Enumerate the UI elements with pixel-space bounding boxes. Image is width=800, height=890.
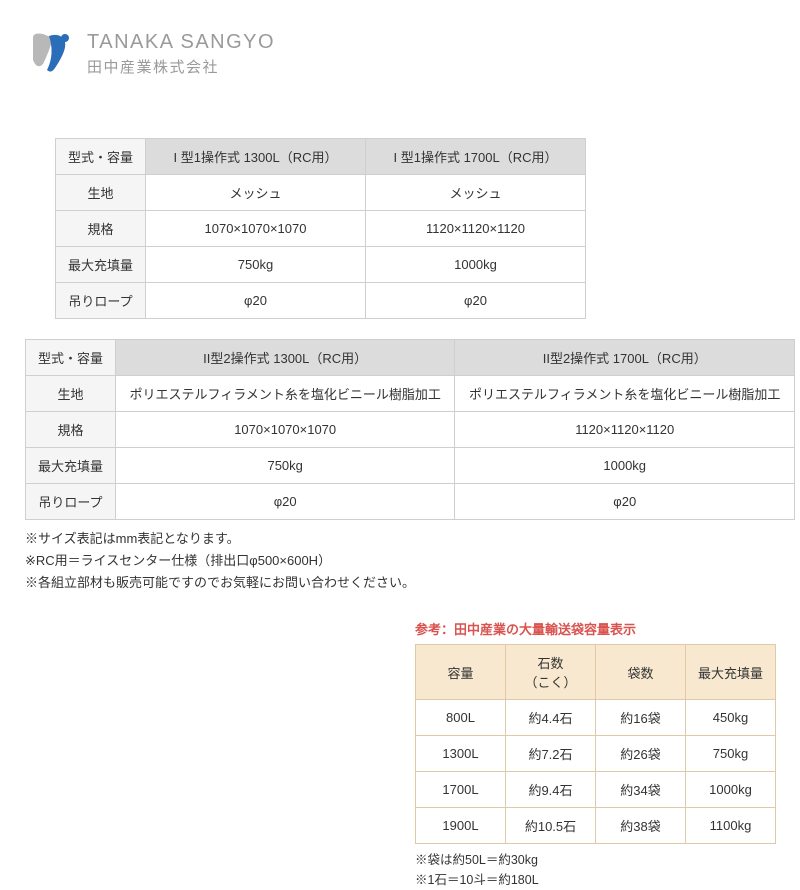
note-3: ※各組立部材も販売可能ですのでお気軽にお問い合わせください。 [25,572,785,594]
r-h0: 容量 [416,645,506,700]
company-name-en: TANAKA SANGYO [87,31,275,54]
logo-icon [25,30,75,78]
spec-table-1: 型式・容量 I 型1操作式 1300L（RC用） I 型1操作式 1700L（R… [55,138,586,319]
table-row: 吊りロープ φ20 φ20 [56,283,586,319]
t2-h0: 型式・容量 [26,340,116,376]
table-row: 1900L 約10.5石 約38袋 1100kg [416,808,776,844]
t1-h2: I 型1操作式 1700L（RC用） [366,139,586,175]
table-row: 吊りロープ φ20 φ20 [26,484,795,520]
notes-block: ※サイズ表記はmm表記となります。 ※RC用＝ライスセンター仕様（排出口φ500… [25,528,785,594]
table-row: 800L 約4.4石 約16袋 450kg [416,700,776,736]
table-row: 最大充填量 750kg 1000kg [56,247,586,283]
table-row: 1700L 約9.4石 約34袋 1000kg [416,772,776,808]
t1-h1: I 型1操作式 1300L（RC用） [146,139,366,175]
company-logo: TANAKA SANGYO 田中産業株式会社 [25,30,785,78]
table-row: 生地 メッシュ メッシュ [56,175,586,211]
table-row: 規格 1070×1070×1070 1120×1120×1120 [56,211,586,247]
table-row: 1300L 約7.2石 約26袋 750kg [416,736,776,772]
reference-title: 参考：田中産業の大量輸送袋容量表示 [415,619,785,638]
r-h3: 最大充填量 [686,645,776,700]
table-row: 生地 ポリエステルフィラメント糸を塩化ビニール樹脂加工 ポリエステルフィラメント… [26,376,795,412]
t1-h0: 型式・容量 [56,139,146,175]
reference-table: 容量 石数 （こく） 袋数 最大充填量 800L 約4.4石 約16袋 450k… [415,644,776,844]
r-h2: 袋数 [596,645,686,700]
t2-h1: II型2操作式 1300L（RC用） [115,340,455,376]
r-h1: 石数 （こく） [506,645,596,700]
table-row: 規格 1070×1070×1070 1120×1120×1120 [26,412,795,448]
ref-note-1: ※袋は約50L＝約30kg [415,850,785,870]
t2-h2: II型2操作式 1700L（RC用） [455,340,795,376]
table-row: 最大充填量 750kg 1000kg [26,448,795,484]
spec-table-2: 型式・容量 II型2操作式 1300L（RC用） II型2操作式 1700L（R… [25,339,795,520]
company-name-jp: 田中産業株式会社 [87,56,275,77]
reference-block: 参考：田中産業の大量輸送袋容量表示 容量 石数 （こく） 袋数 最大充填量 80… [415,619,785,890]
note-1: ※サイズ表記はmm表記となります。 [25,528,785,550]
note-2: ※RC用＝ライスセンター仕様（排出口φ500×600H） [25,550,785,572]
ref-note-2: ※1石＝10斗＝約180L [415,870,785,890]
